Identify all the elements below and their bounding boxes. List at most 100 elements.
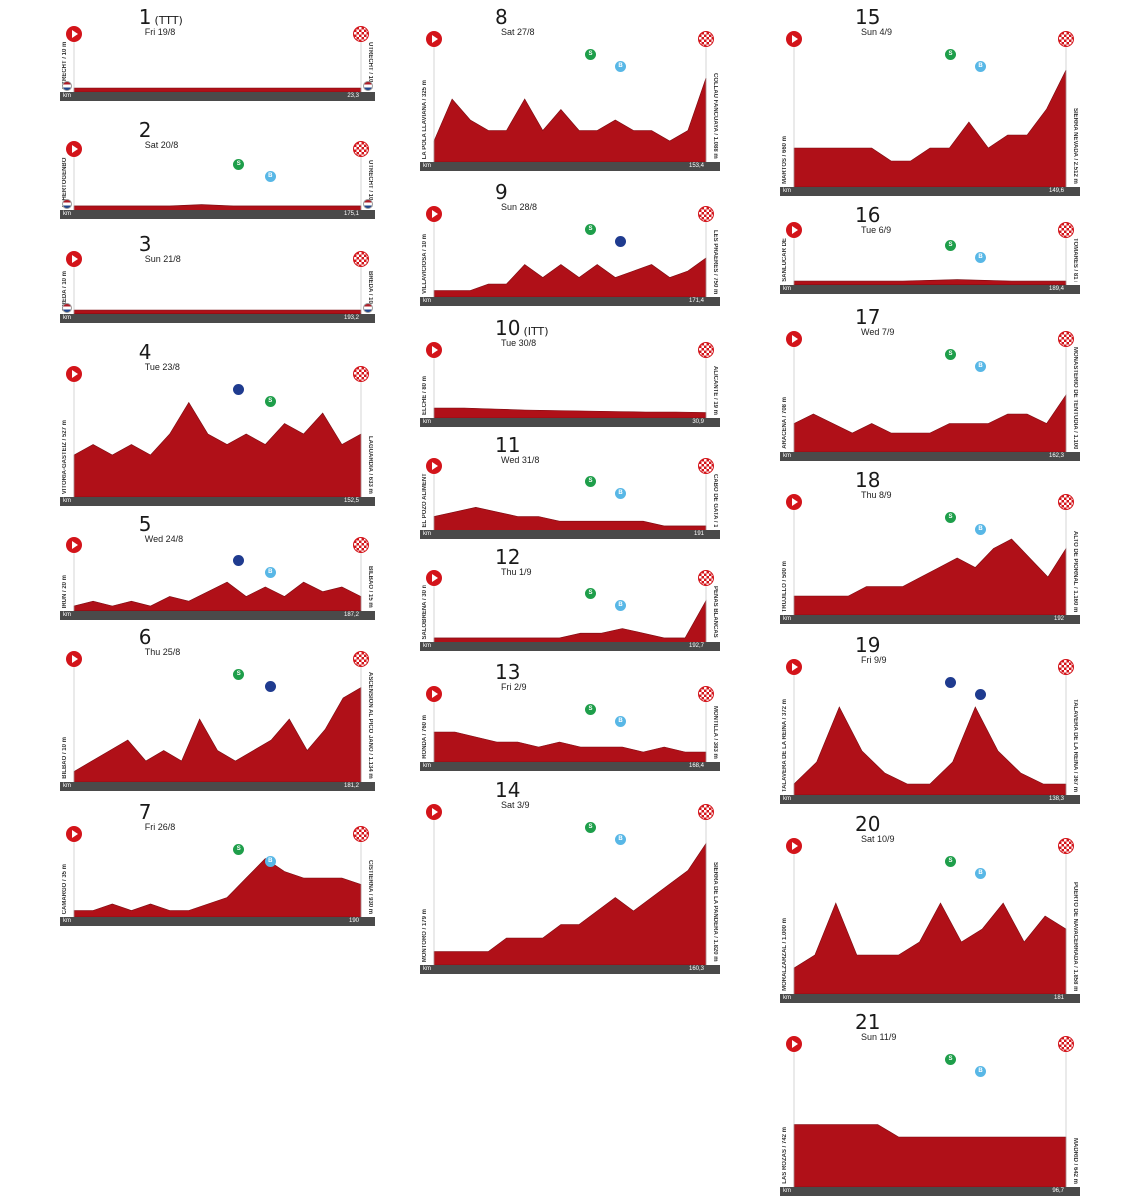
start-location: MARTOS / 660 m (782, 136, 788, 184)
stage-number-text: 3 (138, 232, 152, 256)
finish-location: LES PRAERES / 750 m (712, 229, 718, 294)
start-location: LA POLA LLAVIANA / 325 m (422, 79, 428, 159)
start-location: TALAVERA DE LA REINA / 372 m (782, 698, 788, 792)
stage-number-text: 13 (495, 660, 521, 684)
elevation-profile (73, 667, 362, 783)
stage-number-text: 11 (495, 433, 521, 457)
finish-flag-icon (353, 140, 369, 157)
elevation-area (793, 69, 1067, 188)
stage-number-text: 9 (495, 180, 508, 204)
stage-profile-panel: km 190 CAMARGO / 35 m CISTIERNA / 930 m (60, 840, 375, 926)
stage-number: 6 (139, 625, 152, 649)
stage-profile-panel: km 30,9 ELCHE / 80 m ALICANTE / 19 m (420, 356, 720, 427)
sprint-icon: S (585, 704, 596, 715)
km-label: km (423, 966, 431, 972)
start-flag-icon (786, 331, 802, 347)
finish-location: MONASTERIO DE TENTUDÍA / 1.100 m (1072, 347, 1078, 449)
elevation-area (73, 858, 362, 918)
stage-date: Sun 11/9 (861, 1032, 897, 1042)
finish-flag-icon (353, 366, 369, 382)
start-location: TRUJILLO / 500 m (782, 560, 788, 612)
stage-number-text: 2 (138, 118, 152, 142)
netherlands-flag-icon (363, 199, 373, 209)
km-bar: km 190 (60, 917, 375, 926)
elevation-area (793, 902, 1067, 995)
stage-3: 3 Sun 21/8 km 193,2 BREDA / 10 m BREDA / 10 m (60, 232, 375, 327)
bonus-icon: B (264, 856, 276, 867)
stage-21: 21 Sun 11/9 km 96,7 LAS ROZAS / 742 m MADRID … (780, 1010, 1080, 1200)
stage-12: 12 Thu 1/9 km 192,7 SALOBREÑA / 30 m PEÑAS BL… (420, 545, 720, 655)
stage-date: Tue 6/9 (861, 225, 892, 235)
stage-number-text: 21 (855, 1010, 881, 1034)
elevation-area (793, 279, 1067, 286)
start-flag-icon (66, 537, 82, 554)
stage-number-text: 8 (495, 5, 508, 29)
start-location: MORALZARZAL / 1.000 m (782, 918, 788, 991)
km-bar: km 191 (420, 530, 720, 539)
stage-11: 11 Wed 31/8 km 191 EL POZO ALIMENTACIÓN / 18… (420, 433, 720, 543)
stage-profile-panel: km 96,7 LAS ROZAS / 742 m MADRID / 642 m (780, 1050, 1080, 1196)
end-km: 181,2 (343, 783, 359, 789)
stage-18: 18 Thu 8/9 km 192 TRUJILLO / 500 m ALTO DE PI… (780, 468, 1080, 628)
end-km: 175,1 (343, 211, 359, 217)
km-bar: km 192 (780, 615, 1080, 624)
elevation-area (73, 401, 362, 498)
finish-flag-icon (353, 651, 369, 667)
bonus-icon: B (975, 361, 986, 372)
stage-date: Sun 28/8 (501, 202, 538, 212)
sprint-icon: S (585, 224, 596, 235)
bonus-icon: B (975, 868, 986, 879)
elevation-profile (793, 1052, 1067, 1188)
finish-flag-icon (698, 569, 714, 586)
elevation-area (793, 394, 1067, 453)
elevation-area (433, 407, 707, 419)
stage-9: 9 Sun 28/8 km 171,4 VILLAVICIOSA / 10 m LES P… (420, 180, 720, 310)
elevation-profile (73, 553, 362, 612)
netherlands-flag-icon (363, 303, 373, 313)
stage-profile-panel: km 152,5 VITORIA-GASTEIZ / 527 m LAGUARDIA … (60, 380, 375, 506)
stage-profile-panel: km 193,2 BREDA / 10 m BREDA / 10 m (60, 265, 375, 323)
stage-number-text: 7 (138, 800, 152, 824)
start-flag-icon (426, 342, 442, 358)
stage-profile-panel: km 181,2 BILBAO / 10 m ASCENSIÓN AL PICO JA… (60, 665, 375, 791)
bonus-icon: B (615, 599, 626, 611)
elevation-area (433, 842, 707, 966)
end-km: 152,5 (343, 498, 359, 504)
km-bar: km 189,4 (780, 285, 1080, 294)
start-flag-icon (786, 31, 802, 47)
end-km: 162,3 (1048, 453, 1064, 459)
stage-number-text: 15 (855, 5, 881, 29)
stage-date: Sat 20/8 (144, 140, 179, 150)
elevation-profile (433, 702, 707, 763)
stage-number-text: 12 (495, 545, 521, 569)
stage-date: Sun 21/8 (144, 254, 181, 264)
km-label: km (783, 616, 791, 622)
bonus-icon: B (975, 61, 986, 72)
km-label: km (63, 315, 71, 321)
km-bar: km 175,1 (60, 210, 375, 219)
sprint-icon: S (585, 475, 596, 487)
km-label: km (423, 643, 431, 649)
km-bar: km 193,2 (60, 314, 375, 323)
end-km: 192,7 (688, 643, 704, 649)
sprint-icon: S (233, 669, 245, 680)
stage-profile-panel: km 191 EL POZO ALIMENTACIÓN / 183 m CABO DE… (420, 471, 720, 539)
stage-number: 1 (TTT) (139, 5, 183, 29)
stage-1: 1 (TTT) Fri 19/8 km 23,3 UTRECHT / 10 m UTRECH… (60, 5, 375, 105)
end-km: 191 (693, 531, 704, 537)
stage-number: 19 (855, 633, 880, 657)
start-flag-icon (786, 838, 802, 854)
stage-date: Sat 3/9 (501, 800, 530, 810)
start-location: RONDA / 760 m (422, 715, 428, 759)
km-label: km (63, 498, 71, 504)
finish-flag-icon (698, 206, 714, 222)
finish-flag-icon (698, 686, 714, 702)
stage-profile-panel: km 189,4 SANLÚCAR DE BARRAMEDA / 10 m TOMAR… (780, 236, 1080, 294)
finish-location: BREDA / 10 m (367, 271, 373, 311)
finish-location: SIERRA DE LA PANDERA / 1.820 m (712, 862, 718, 962)
km-label: km (783, 1188, 791, 1194)
elevation-profile (433, 820, 707, 966)
stage-number: 3 (139, 232, 152, 256)
start-flag-icon (426, 686, 442, 702)
